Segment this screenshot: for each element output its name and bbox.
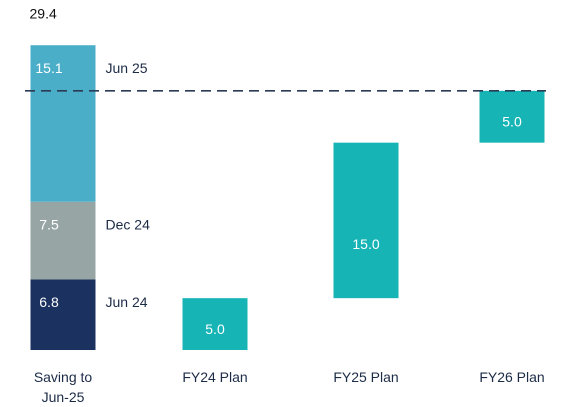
value-label: 5.0: [502, 113, 522, 129]
legend-label: Jun 25: [106, 60, 148, 76]
bar: [30, 201, 96, 280]
bar: [479, 90, 545, 143]
value-label: 7.5: [39, 216, 59, 232]
value-label: 15.0: [352, 236, 379, 252]
value-label: 6.8: [39, 294, 59, 310]
x-tick-label: FY26 Plan: [479, 369, 545, 385]
legend-label: Jun 24: [106, 294, 148, 310]
bar: [30, 45, 96, 202]
value-label: 5.0: [205, 321, 225, 337]
value-label: 15.1: [35, 60, 62, 76]
bar: [30, 279, 96, 350]
x-tick-label: FY25 Plan: [333, 369, 399, 385]
x-tick-label: FY24 Plan: [182, 369, 248, 385]
bar: [182, 298, 248, 350]
legend-label: Dec 24: [106, 216, 151, 232]
total-label: 29.4: [30, 6, 57, 22]
bar: [333, 142, 399, 299]
x-tick-label: Saving to Jun-25: [33, 369, 93, 405]
